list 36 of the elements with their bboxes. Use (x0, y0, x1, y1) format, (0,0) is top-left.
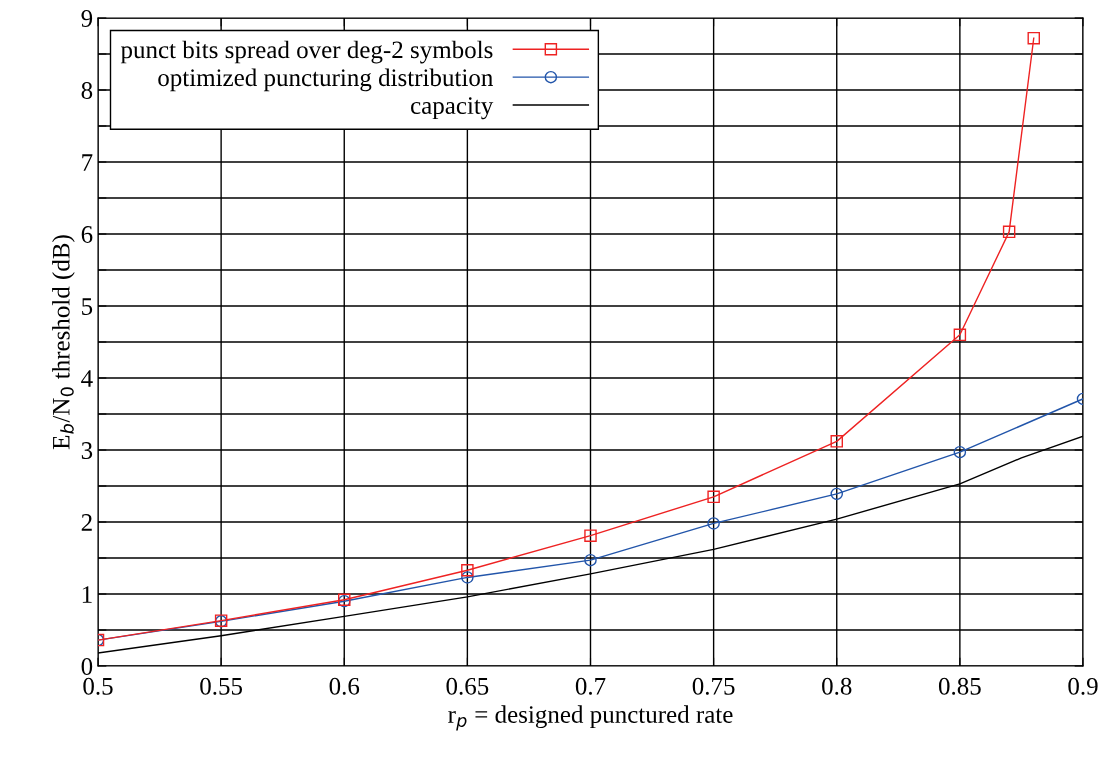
point (953, 445, 967, 459)
x-tick-label: 0.7 (575, 677, 606, 695)
y-tick-label: 0 (81, 658, 93, 675)
point (830, 435, 844, 448)
y-tick-label: 6 (81, 226, 93, 243)
legend-label: optimized puncturing distribution (158, 68, 493, 92)
point (461, 571, 474, 584)
y-tick-label: 8 (81, 82, 93, 99)
x-tick-label: 0.8 (822, 677, 852, 695)
y-tick-label: 7 (82, 154, 93, 171)
y-tick-label: 5 (82, 298, 93, 315)
x-tick-label: 0.55 (200, 677, 243, 695)
y-tick-label: 1 (82, 586, 92, 603)
point (1002, 225, 1016, 239)
point (461, 563, 474, 577)
x-tick-label: 0.85 (938, 677, 981, 695)
point (584, 529, 597, 542)
y-tick-label: 9 (81, 10, 93, 27)
point (953, 328, 967, 342)
point (1027, 31, 1041, 45)
x-tick-label: 0.65 (446, 677, 489, 695)
x-tick-label: 0.6 (329, 677, 360, 695)
y-tick-label: 4 (81, 370, 93, 387)
legend-label: punct bits spread over deg-2 symbols (120, 40, 493, 64)
x-tick-label: 0.75 (692, 677, 735, 695)
x-axis-title: r$_{p}$ = designed punctured rate (448, 705, 733, 731)
legend-label: capacity (411, 97, 494, 120)
point (707, 517, 720, 530)
y-axis-title: E$_{b}$/N$_{0}$ threshold (dB) (52, 235, 75, 450)
point (830, 487, 844, 501)
y-tick-label: 3 (81, 442, 93, 459)
x-tick-label: 0.9 (1068, 677, 1098, 695)
y-tick-label: 2 (81, 514, 92, 531)
x-tick-label: 0.5 (83, 677, 113, 695)
point (707, 490, 720, 504)
point (584, 553, 597, 567)
